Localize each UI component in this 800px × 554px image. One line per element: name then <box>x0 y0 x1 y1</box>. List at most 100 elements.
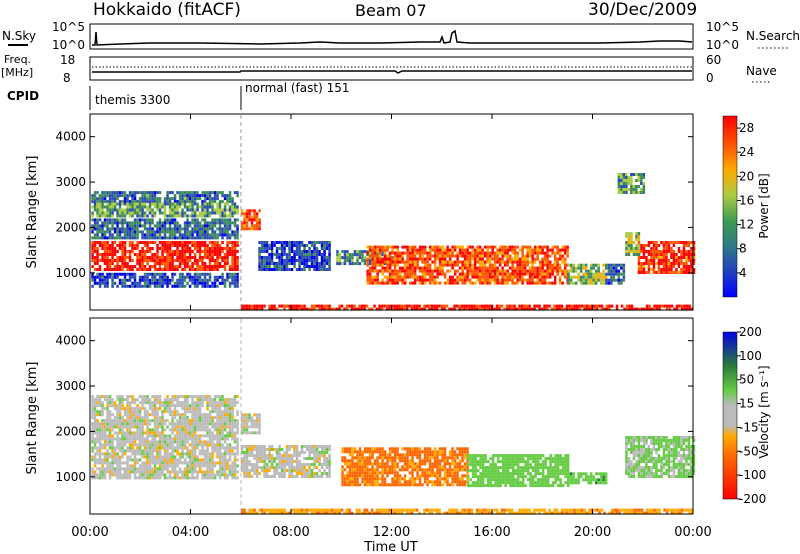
power-cell <box>163 281 167 285</box>
power-cell <box>463 257 467 261</box>
velocity-cell <box>111 446 114 450</box>
power-cell <box>373 269 377 273</box>
power-cell <box>148 191 152 195</box>
power-cell <box>113 200 117 204</box>
power-cell <box>516 263 519 267</box>
velocity-cell <box>93 452 97 456</box>
power-cell <box>448 257 452 261</box>
velocity-cell <box>143 437 147 441</box>
velocity-cell <box>111 419 114 423</box>
power-cell <box>687 241 691 244</box>
power-cell <box>203 191 207 195</box>
velocity-cell <box>186 446 189 450</box>
power-cell <box>208 250 212 253</box>
power-cell <box>551 248 554 252</box>
velocity-cell <box>91 413 94 417</box>
power-cell <box>348 304 351 308</box>
velocity-cell <box>226 425 229 429</box>
velocity-cell <box>111 434 114 438</box>
velocity-cell <box>128 404 132 408</box>
power-cell <box>141 284 144 288</box>
velocity-cell <box>158 404 162 408</box>
power-cell <box>121 281 124 285</box>
power-cell <box>148 197 152 201</box>
power-cell <box>285 304 289 308</box>
velocity-cell <box>106 425 109 429</box>
power-cell <box>131 236 134 240</box>
power-cell <box>226 208 229 212</box>
velocity-cell <box>206 419 209 423</box>
velocity-cell <box>183 428 187 432</box>
power-cell <box>213 218 217 222</box>
power-cell <box>473 304 476 308</box>
power-cell <box>563 263 567 267</box>
power-cell <box>193 211 197 215</box>
power-cell <box>211 253 214 256</box>
velocity-cell <box>223 446 227 450</box>
power-cell <box>183 191 187 195</box>
power-cell <box>101 227 104 231</box>
power-cell <box>471 281 474 285</box>
power-cell <box>458 307 461 311</box>
velocity-cell <box>228 467 232 471</box>
power-cell <box>680 250 683 253</box>
power-cell <box>136 259 139 262</box>
velocity-cell <box>138 431 142 435</box>
power-cell <box>263 259 266 262</box>
velocity-cell <box>96 473 99 477</box>
power-cell <box>253 304 256 308</box>
power-cell <box>565 307 569 311</box>
power-cell <box>96 275 99 279</box>
velocity-cell <box>211 419 214 423</box>
power-cell <box>298 241 301 244</box>
power-cell <box>348 259 352 263</box>
power-cell <box>556 263 559 267</box>
power-cell <box>463 263 467 267</box>
power-cell <box>421 257 424 261</box>
power-cell <box>223 268 227 271</box>
power-cell <box>413 269 417 273</box>
velocity-cell <box>168 434 172 438</box>
power-cell <box>163 218 167 222</box>
power-cell <box>118 211 122 215</box>
power-cell <box>526 269 529 273</box>
power-cell <box>521 269 524 273</box>
power-cell <box>488 281 492 285</box>
power-cell <box>353 262 357 266</box>
power-cell <box>368 275 372 279</box>
power-cell <box>151 197 154 201</box>
power-cell <box>441 263 444 267</box>
power-cell <box>178 236 182 240</box>
power-cell <box>403 278 407 282</box>
power-cell <box>128 208 132 212</box>
power-cell <box>113 191 117 195</box>
velocity-cell <box>133 419 137 423</box>
power-cell <box>265 256 269 259</box>
power-cell <box>640 250 643 253</box>
power-cell <box>453 278 457 282</box>
velocity-cell <box>171 428 174 432</box>
power-cell <box>151 211 154 215</box>
power-cell <box>550 307 554 311</box>
velocity-cell <box>223 401 227 405</box>
velocity-cell <box>206 449 209 453</box>
power-cell <box>406 275 409 279</box>
velocity-cell <box>101 470 104 474</box>
power-cell <box>143 250 147 253</box>
power-cell <box>163 262 167 265</box>
power-cell <box>263 262 266 265</box>
power-cell <box>123 281 127 285</box>
velocity-cell <box>91 476 94 480</box>
power-cell <box>518 257 522 261</box>
power-cell <box>191 214 194 218</box>
power-cell <box>198 221 202 225</box>
power-cell <box>553 278 557 282</box>
power-cell <box>151 272 154 276</box>
power-cell <box>233 202 237 206</box>
velocity-cell <box>186 395 189 399</box>
power-cell <box>176 191 179 195</box>
power-cell <box>231 244 234 247</box>
power-cell <box>201 233 204 237</box>
power-cell <box>106 281 109 285</box>
velocity-cell <box>158 401 162 405</box>
